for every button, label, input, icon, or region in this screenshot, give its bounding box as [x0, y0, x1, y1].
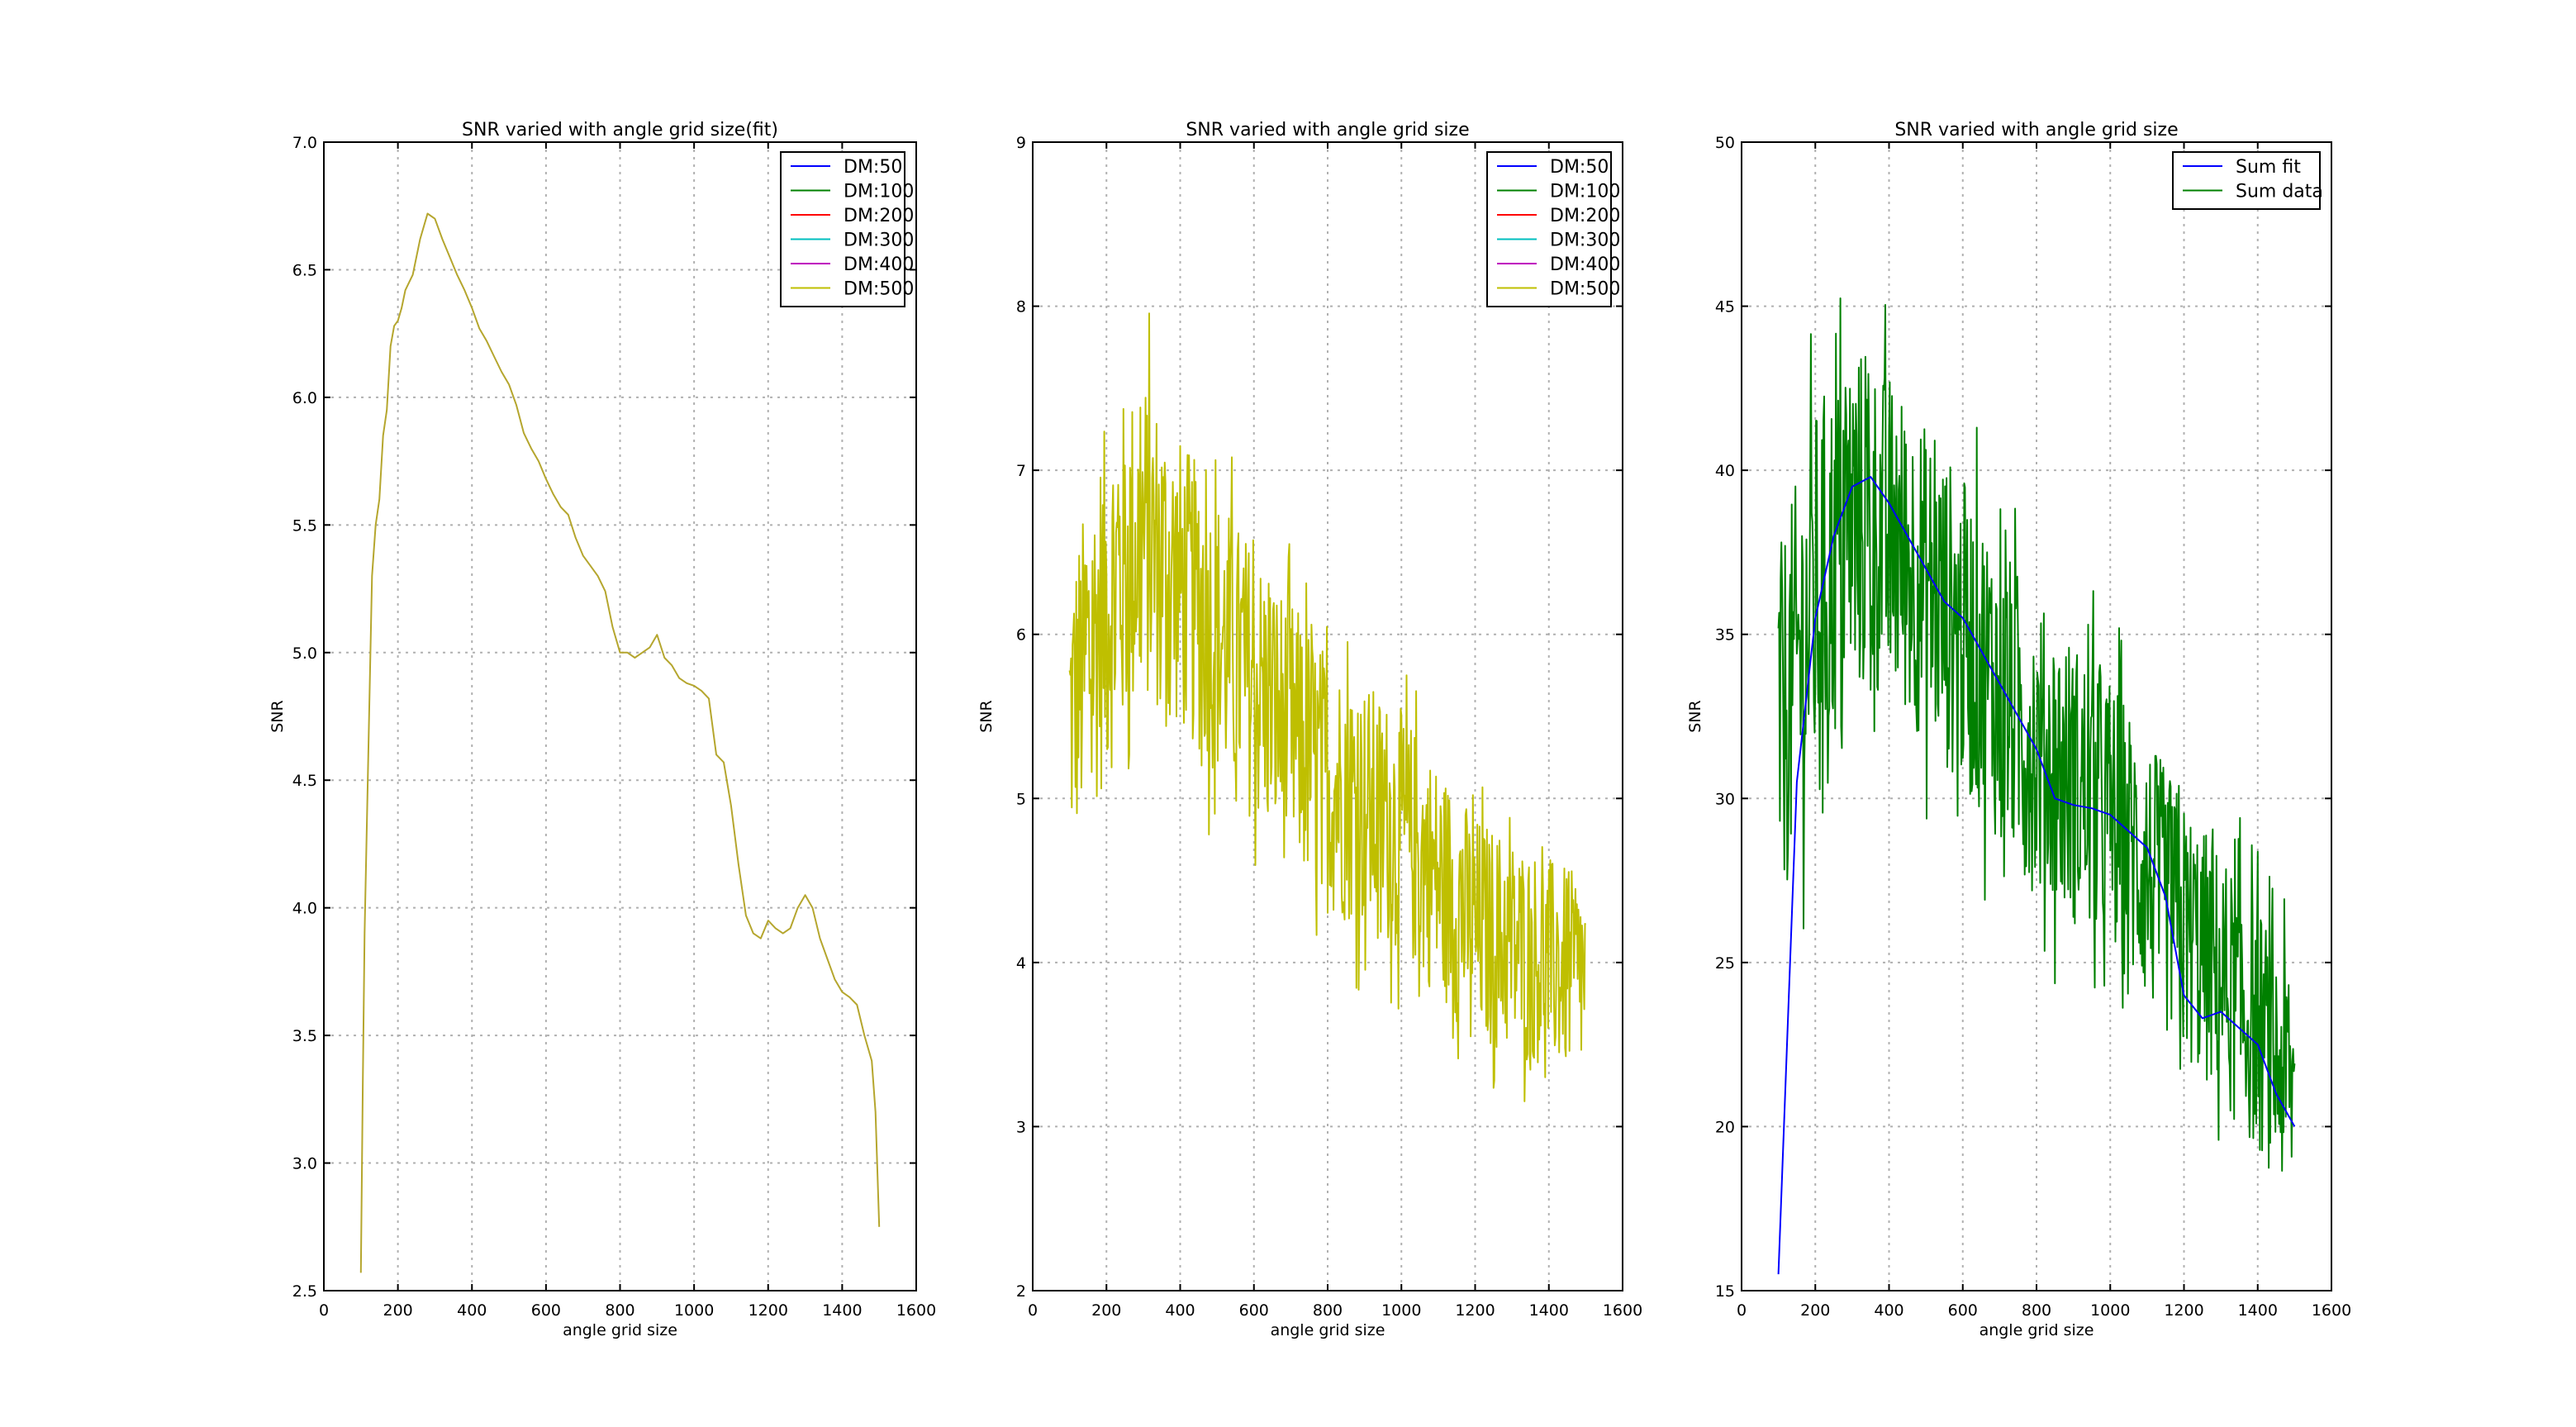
legend: Sum fit Sum data: [2172, 151, 2323, 210]
y-tick-label: 30: [1715, 790, 1735, 808]
legend: DM:50 DM:100 DM:200 DM:300 DM:400 DM:500: [780, 151, 914, 307]
x-tick-label: 600: [531, 1301, 561, 1320]
x-tick-label: 0: [1028, 1301, 1038, 1320]
series-line: [359, 212, 881, 1273]
x-tick-label: 1000: [674, 1301, 714, 1320]
subplot-2: 0 200 400 600 800 1000 1200 1400 1600 2 3 4 5 6 7 8 9 SNR…: [977, 120, 1642, 1339]
legend-label: DM:500: [1550, 279, 1620, 300]
y-axis-label: SNR: [977, 700, 996, 732]
legend-label: DM:50: [844, 157, 902, 178]
y-tick-label: 7: [1016, 462, 1026, 480]
legend-label: DM:200: [1550, 206, 1620, 226]
y-tick-label: 3.0: [292, 1155, 317, 1173]
legend-label: DM:400: [1550, 254, 1620, 275]
y-tick-label: 4: [1016, 954, 1026, 973]
x-tick-label: 1200: [2164, 1301, 2203, 1320]
y-tick-label: 5.5: [292, 516, 317, 535]
y-axis-label: SNR: [269, 700, 287, 732]
y-tick-label: 35: [1715, 626, 1735, 645]
x-tick-label: 800: [605, 1301, 634, 1320]
subplot-1: 0 200 400 600 800 1000 1200 1400 1600 2.5 3.0 3.5 4.…: [269, 120, 936, 1339]
legend-label: DM:300: [844, 231, 914, 251]
x-tick-label: 1000: [1381, 1301, 1421, 1320]
x-tick-label: 400: [1165, 1301, 1195, 1320]
x-tick-label: 1600: [2312, 1301, 2351, 1320]
chart-title: SNR varied with angle grid size: [1186, 120, 1469, 140]
y-tick-label: 6.0: [292, 389, 317, 407]
x-axis-label: angle grid size: [563, 1321, 677, 1339]
legend-box: [780, 151, 905, 307]
y-tick-label: 7.0: [292, 134, 317, 152]
y-tick-label: 4.5: [292, 772, 317, 790]
legend-label: DM:400: [844, 254, 914, 275]
legend-box: [1486, 151, 1612, 307]
axes-frame: [1741, 141, 2332, 1291]
x-axis-label: angle grid size: [1271, 1321, 1385, 1339]
y-tick-label: 2.5: [292, 1282, 317, 1301]
y-tick-label: 9: [1016, 134, 1026, 152]
chart-title: SNR varied with angle grid size(fit): [462, 120, 778, 140]
series-fit: [1777, 476, 2296, 1275]
y-tick-label: 45: [1715, 298, 1735, 316]
x-tick-label: 1600: [896, 1301, 936, 1320]
y-tick-label: 6.5: [292, 261, 317, 279]
legend-label: DM:200: [844, 206, 914, 226]
y-tick-label: 4.0: [292, 900, 317, 918]
x-tick-label: 600: [1239, 1301, 1269, 1320]
legend-label: DM:100: [844, 182, 914, 202]
y-tick-label: 6: [1016, 626, 1026, 645]
y-tick-label: 5: [1016, 790, 1026, 808]
legend: DM:50 DM:100 DM:200 DM:300 DM:400 DM:500: [1486, 151, 1620, 307]
x-tick-label: 1400: [2238, 1301, 2278, 1320]
y-tick-label: 20: [1715, 1118, 1735, 1136]
x-tick-label: 200: [1091, 1301, 1121, 1320]
x-tick-label: 400: [457, 1301, 487, 1320]
legend-label: DM:300: [1550, 231, 1620, 251]
x-tick-label: 600: [1948, 1301, 1978, 1320]
x-tick-label: 200: [383, 1301, 412, 1320]
legend-box: [2172, 151, 2321, 210]
y-tick-label: 40: [1715, 462, 1735, 480]
x-tick-label: 1600: [1603, 1301, 1642, 1320]
chart-title: SNR varied with angle grid size: [1894, 120, 2178, 140]
legend-label: DM:100: [1550, 182, 1620, 202]
y-tick-label: 15: [1715, 1282, 1735, 1301]
legend-label: DM:500: [844, 279, 914, 300]
axes-frame: [1032, 141, 1623, 1291]
y-axis-label: SNR: [1686, 700, 1704, 732]
x-tick-label: 0: [319, 1301, 329, 1320]
x-tick-label: 1400: [1529, 1301, 1569, 1320]
y-tick-label: 50: [1715, 134, 1735, 152]
x-tick-label: 0: [1737, 1301, 1747, 1320]
y-tick-label: 25: [1715, 954, 1735, 973]
y-tick-label: 2: [1016, 1282, 1026, 1301]
x-tick-label: 400: [1874, 1301, 1903, 1320]
x-tick-label: 200: [1800, 1301, 1830, 1320]
x-tick-label: 800: [1313, 1301, 1343, 1320]
x-tick-label: 1200: [1455, 1301, 1495, 1320]
y-tick-label: 3: [1016, 1118, 1026, 1136]
x-tick-label: 1000: [2090, 1301, 2130, 1320]
subplot-3: 0 200 400 600 800 1000 1200 1400 1600 15 20 25 30 35 4…: [1686, 120, 2351, 1339]
legend-label: Sum fit: [2236, 157, 2301, 178]
x-tick-label: 1400: [822, 1301, 862, 1320]
series-noisy: [1068, 312, 1587, 1102]
axes-frame: [323, 141, 917, 1291]
x-tick-label: 1200: [749, 1301, 788, 1320]
x-axis-label: angle grid size: [1980, 1321, 2094, 1339]
legend-label: Sum data: [2236, 182, 2323, 202]
series-noisy: [1777, 297, 2296, 1172]
legend-label: DM:50: [1550, 157, 1609, 178]
y-tick-label: 3.5: [292, 1027, 317, 1045]
y-tick-label: 5.0: [292, 645, 317, 663]
y-tick-label: 8: [1016, 298, 1026, 316]
x-tick-label: 800: [2022, 1301, 2051, 1320]
